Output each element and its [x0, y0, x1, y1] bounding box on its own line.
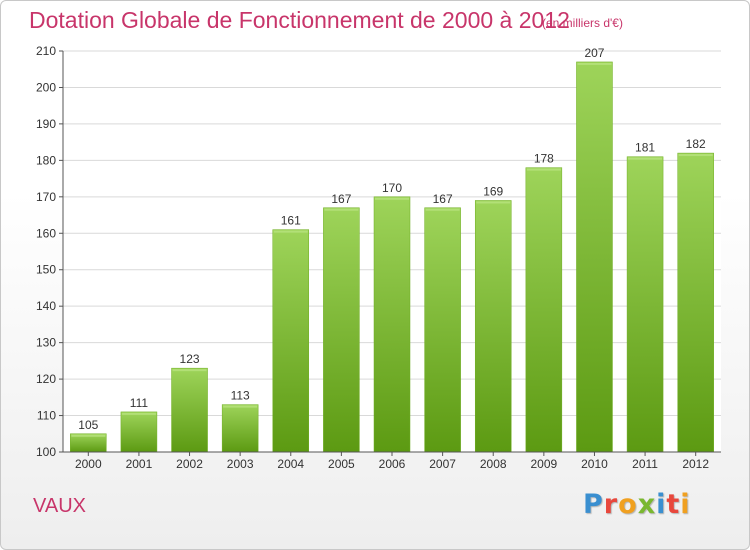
y-tick-label: 130: [36, 336, 56, 350]
y-tick-label: 120: [36, 372, 56, 386]
y-tick-label: 180: [36, 153, 56, 167]
bar-2010: [576, 61, 613, 453]
data-label: 113: [231, 389, 250, 403]
x-tick-label: 2012: [682, 457, 709, 471]
bar-highlight: [375, 197, 409, 200]
y-tick-label: 140: [36, 299, 56, 313]
data-label: 167: [433, 192, 453, 206]
bar-highlight: [71, 434, 106, 437]
bar-highlight: [577, 62, 612, 65]
data-label: 170: [382, 181, 402, 195]
x-tick-label: 2005: [328, 457, 355, 471]
bar-highlight: [121, 412, 156, 415]
bar-highlight: [172, 369, 207, 372]
chart-title: Dotation Globale de Fonctionnement de 20…: [29, 7, 570, 33]
data-label: 207: [584, 46, 604, 60]
y-tick-label: 210: [36, 44, 56, 58]
x-tick-label: 2009: [530, 457, 557, 471]
logo-letter: i: [680, 489, 691, 520]
x-tick-label: 2001: [126, 457, 153, 471]
logo-letter: x: [637, 489, 657, 520]
bar-2011: [626, 156, 664, 453]
bar-highlight: [273, 230, 308, 233]
data-label: 161: [281, 214, 301, 228]
data-label: 169: [483, 184, 503, 198]
data-label: 105: [78, 418, 98, 432]
bar-2005: [323, 207, 360, 453]
bar-2003: [221, 404, 259, 453]
logo-letter: r: [603, 489, 619, 520]
bar-highlight: [425, 208, 460, 211]
chart-unit-subtitle: (en milliers d'€): [542, 16, 623, 30]
x-tick-label: 2000: [75, 457, 102, 471]
bar-highlight: [476, 201, 511, 204]
bar-2012: [677, 152, 714, 453]
x-tick-label: 2007: [429, 457, 456, 471]
logo-letter: P: [583, 489, 604, 520]
bar-2008: [474, 200, 512, 453]
bar-highlight: [678, 154, 713, 157]
x-tick-label: 2008: [480, 457, 507, 471]
data-label: 123: [180, 352, 200, 366]
bar-highlight: [526, 168, 561, 171]
data-label: 178: [534, 152, 554, 166]
x-tick-label: 2010: [581, 457, 608, 471]
bar-2006: [373, 196, 411, 453]
x-tick-label: 2004: [277, 457, 304, 471]
commune-name: VAUX: [33, 495, 86, 517]
x-tick-label: 2003: [227, 457, 254, 471]
y-tick-label: 160: [36, 226, 56, 240]
y-tick-label: 170: [36, 190, 56, 204]
y-tick-label: 190: [36, 117, 56, 131]
data-label: 167: [331, 192, 351, 206]
bar-highlight: [223, 405, 258, 408]
bar-highlight: [324, 208, 359, 211]
bar-2004: [272, 229, 310, 453]
x-tick-label: 2006: [379, 457, 406, 471]
data-label: 182: [686, 137, 706, 151]
y-tick-label: 110: [37, 409, 56, 423]
bars: [70, 61, 714, 453]
proxiti-logo[interactable]: Proxiti: [583, 489, 691, 520]
labels: 100 110 120 130 140 150 160 170 180 190 200 210 105 2…: [36, 44, 709, 471]
x-tick-label: 2011: [632, 457, 658, 471]
bar-highlight: [628, 157, 663, 160]
y-tick-label: 200: [36, 80, 56, 94]
logo-letter: t: [666, 489, 681, 520]
data-label: 181: [635, 141, 655, 155]
data-label: 111: [130, 396, 149, 410]
bar-2001: [120, 411, 158, 453]
logo-letter: o: [618, 489, 638, 520]
axes: [59, 50, 721, 456]
y-tick-label: 100: [36, 445, 56, 459]
bar-2002: [171, 367, 208, 453]
y-tick-label: 150: [36, 263, 56, 277]
bar-2007: [424, 207, 461, 453]
logo-letter: i: [656, 489, 667, 520]
bar-2009: [525, 167, 563, 453]
x-tick-label: 2002: [176, 457, 203, 471]
